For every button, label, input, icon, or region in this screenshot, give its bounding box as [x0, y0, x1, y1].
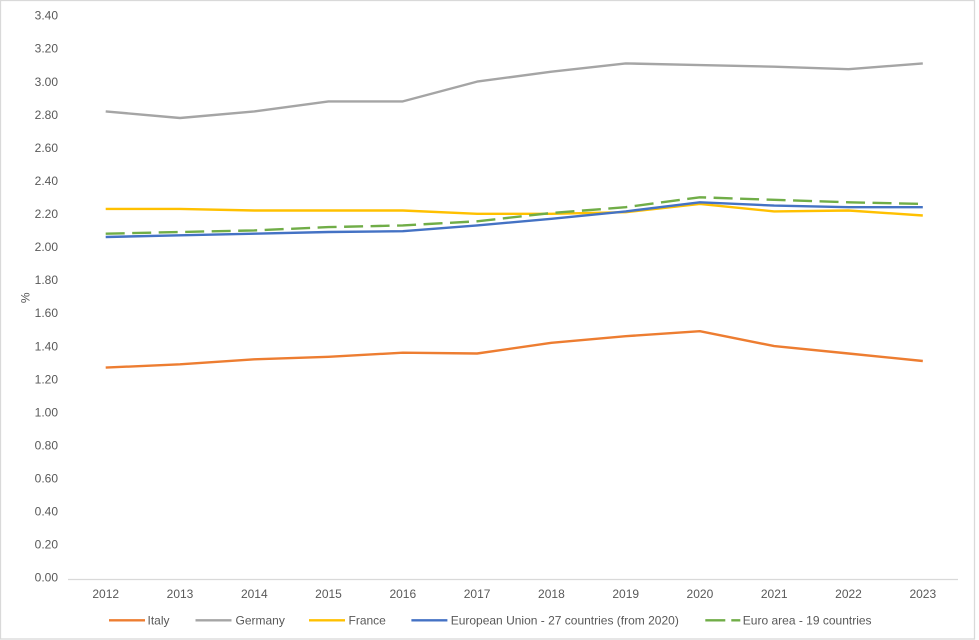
svg-text:2015: 2015 — [315, 587, 342, 601]
svg-text:0.00: 0.00 — [35, 571, 59, 585]
svg-text:0.20: 0.20 — [35, 538, 59, 552]
svg-text:2023: 2023 — [909, 587, 936, 601]
svg-text:2.80: 2.80 — [35, 108, 59, 122]
svg-text:2020: 2020 — [687, 587, 714, 601]
svg-text:2018: 2018 — [538, 587, 565, 601]
svg-text:1.80: 1.80 — [35, 273, 59, 287]
svg-text:1.60: 1.60 — [35, 306, 59, 320]
svg-text:0.60: 0.60 — [35, 472, 59, 486]
svg-text:Italy: Italy — [148, 613, 170, 627]
svg-text:European Union - 27 countries: European Union - 27 countries (from 2020… — [451, 613, 679, 627]
svg-text:2021: 2021 — [761, 587, 788, 601]
svg-text:2017: 2017 — [464, 587, 491, 601]
svg-text:1.40: 1.40 — [35, 339, 59, 353]
svg-text:2.60: 2.60 — [35, 141, 59, 155]
svg-text:Euro area - 19 countries: Euro area - 19 countries — [743, 613, 872, 627]
svg-text:2.40: 2.40 — [35, 174, 59, 188]
svg-text:2022: 2022 — [835, 587, 862, 601]
svg-text:2019: 2019 — [612, 587, 639, 601]
svg-text:2014: 2014 — [241, 587, 268, 601]
svg-text:2012: 2012 — [92, 587, 119, 601]
svg-text:Germany: Germany — [236, 613, 285, 627]
svg-text:%: % — [19, 292, 33, 303]
svg-text:1.00: 1.00 — [35, 405, 59, 419]
svg-text:3.20: 3.20 — [35, 42, 59, 56]
svg-text:0.40: 0.40 — [35, 505, 59, 519]
svg-text:3.40: 3.40 — [35, 9, 59, 23]
svg-text:1.20: 1.20 — [35, 372, 59, 386]
svg-text:3.00: 3.00 — [35, 75, 59, 89]
svg-text:2016: 2016 — [389, 587, 416, 601]
svg-text:2.20: 2.20 — [35, 207, 59, 221]
svg-text:France: France — [349, 613, 387, 627]
svg-text:2013: 2013 — [167, 587, 194, 601]
svg-text:2.00: 2.00 — [35, 240, 59, 254]
svg-text:0.80: 0.80 — [35, 439, 59, 453]
